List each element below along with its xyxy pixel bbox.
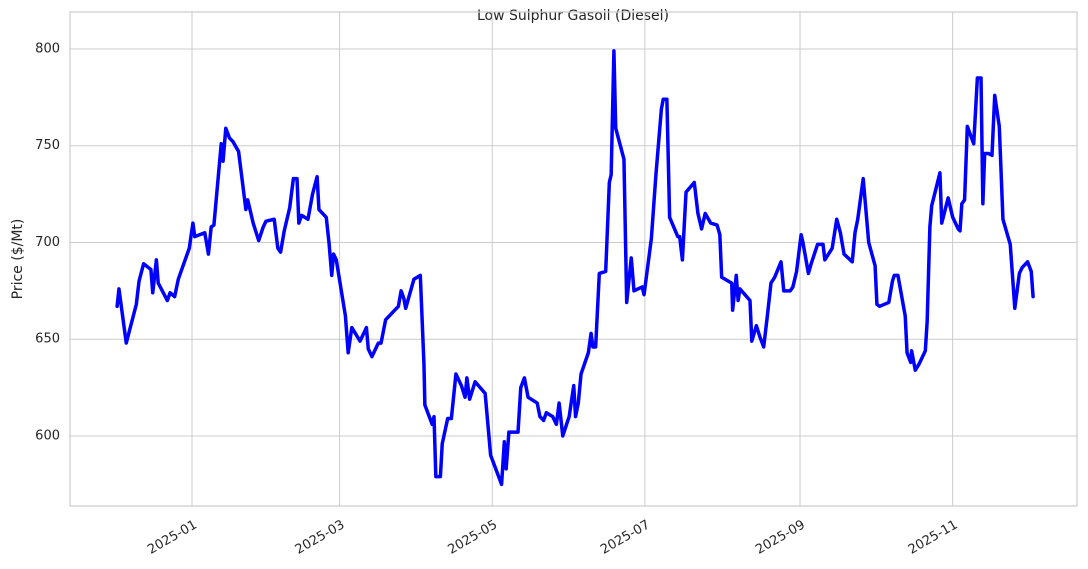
x-tick-label: 2025-09 xyxy=(753,518,808,558)
x-tick-label: 2025-07 xyxy=(598,518,653,558)
y-tick-label: 750 xyxy=(35,138,60,153)
y-axis-label: Price ($/Mt) xyxy=(10,219,26,300)
x-tick-label: 2025-11 xyxy=(906,518,961,558)
x-tick-label: 2025-03 xyxy=(293,518,348,558)
x-tick-label: 2025-01 xyxy=(145,518,200,558)
price-line xyxy=(115,49,1035,487)
chart-title: Low Sulphur Gasoil (Diesel) xyxy=(477,8,669,24)
y-tick-label: 600 xyxy=(35,428,60,443)
y-tick-label: 700 xyxy=(35,235,60,250)
x-tick-label: 2025-05 xyxy=(445,518,500,558)
y-tick-label: 650 xyxy=(35,332,60,347)
y-tick-label: 800 xyxy=(35,41,60,56)
plot-frame xyxy=(69,11,1078,507)
